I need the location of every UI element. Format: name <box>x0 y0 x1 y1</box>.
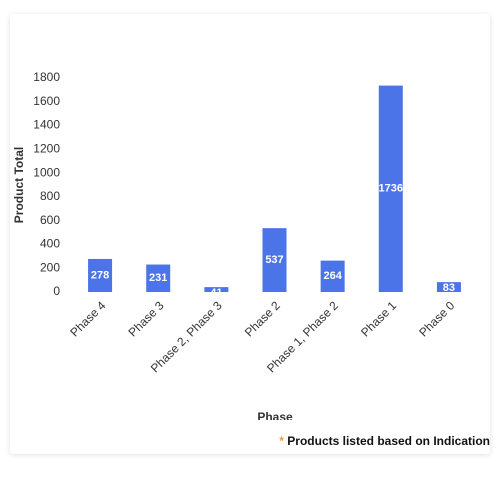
y-tick-label: 800 <box>40 189 60 203</box>
note: * Products listed based on Indication <box>279 434 490 448</box>
plot: Phase 0 200 400 600 800 1000 1200 1400 1600 1800 P… <box>33 70 461 424</box>
x-axis-title: Phase <box>257 410 293 424</box>
value-label: 537 <box>265 254 283 266</box>
bar <box>204 287 229 292</box>
y-tick-label: 0 <box>53 284 60 298</box>
bar <box>436 282 461 292</box>
x-tick-label: Phase 4 <box>67 298 108 339</box>
y-tick-label: 600 <box>40 213 60 227</box>
y-tick-label: 1000 <box>33 165 60 179</box>
y-tick-label: 400 <box>40 237 60 251</box>
x-tick-label: Phase 0 <box>416 298 457 339</box>
value-label: 264 <box>323 270 342 282</box>
y-tick-label: 1800 <box>33 70 60 84</box>
value-label: 278 <box>91 269 109 281</box>
x-tick-label: Phase 3 <box>126 298 167 339</box>
value-label: 41 <box>210 287 222 299</box>
card <box>10 14 490 454</box>
y-tick-label: 1400 <box>33 118 60 132</box>
value-label: 231 <box>149 272 167 284</box>
x-tick-label: Phase 1 <box>358 298 399 339</box>
bar <box>88 258 113 292</box>
y-tick-label: 1200 <box>33 142 60 156</box>
note-text: Products listed based on Indication <box>287 434 490 448</box>
y-tick-label: 200 <box>40 260 60 274</box>
value-label: 1736 <box>379 183 403 195</box>
bar <box>320 260 345 292</box>
y-axis-title: Product Total <box>12 147 26 223</box>
note-marker: * <box>279 434 284 448</box>
value-label: 83 <box>443 282 455 294</box>
bar <box>262 228 287 292</box>
y-tick-label: 1600 <box>33 94 60 108</box>
x-tick-label: Phase 2 <box>242 298 283 339</box>
bar <box>378 85 403 292</box>
bar <box>146 264 171 292</box>
